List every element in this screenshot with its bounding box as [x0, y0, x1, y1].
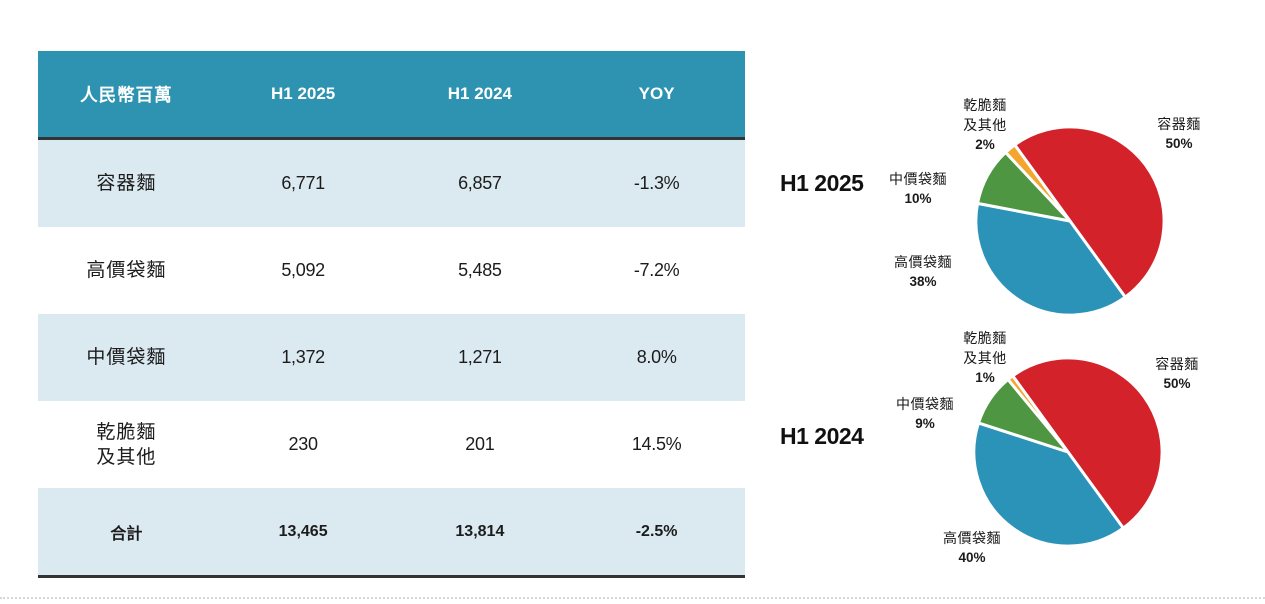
table-row-high-price-bag: 高價袋麵 5,092 5,485 -7.2%: [38, 227, 745, 314]
row-label: 高價袋麵: [86, 260, 167, 281]
pie-label-text: 高價袋麵: [894, 254, 952, 270]
pie-chart-h1-2025: [974, 125, 1166, 317]
header-cell-h1-2025: H1 2025: [270, 84, 336, 103]
header-cell-h1-2024: H1 2024: [447, 84, 513, 103]
pie-label-text: 乾脆麵: [963, 97, 1007, 113]
pie-label-pct: 50%: [1163, 376, 1191, 391]
pie-label-container-noodles-2024: 容器麵 50%: [1136, 354, 1218, 394]
cell-h1-2024: 6,857: [458, 173, 502, 193]
table-row-total: 合計 13,465 13,814 -2.5%: [38, 488, 745, 578]
total-h1-2025: 13,465: [278, 522, 328, 540]
pie-chart-h1-2024: [972, 356, 1164, 548]
pie-label-text: 中價袋麵: [889, 171, 947, 187]
cell-yoy: -1.3%: [633, 173, 680, 193]
cell-h1-2024: 201: [465, 434, 495, 454]
pie-slice: [974, 201, 1127, 317]
cell-h1-2025: 230: [288, 434, 318, 454]
pie-label-text: 高價袋麵: [943, 530, 1001, 546]
cell-h1-2024: 5,485: [458, 260, 502, 280]
header-cell-yoy: YOY: [638, 84, 675, 103]
pie-label-text: 乾脆麵: [963, 330, 1007, 346]
pie-slice: [1004, 143, 1072, 223]
total-yoy: -2.5%: [635, 522, 678, 540]
pie-slice: [1011, 356, 1164, 530]
pie-label-high-price-bag-2024: 高價袋麵 40%: [930, 528, 1014, 568]
bottom-dotted-divider: [0, 597, 1265, 599]
pie-label-pct: 38%: [909, 274, 937, 289]
pie-label-text: 中價袋麵: [896, 396, 954, 412]
total-label: 合計: [110, 525, 143, 543]
row-label: 容器麵: [96, 173, 157, 194]
cell-h1-2025: 1,372: [281, 347, 325, 367]
pie-label-container-noodles-2025: 容器麵 50%: [1138, 114, 1220, 154]
cell-h1-2025: 6,771: [281, 173, 325, 193]
pie-label-mid-price-bag-2025: 中價袋麵 10%: [876, 169, 960, 209]
pie-label-text: 容器麵: [1155, 356, 1199, 372]
pie-slice: [1006, 374, 1070, 454]
total-h1-2024: 13,814: [455, 522, 505, 540]
pie-label-pct: 2%: [975, 137, 995, 152]
chart-title-h1-2024: H1 2024: [780, 423, 864, 449]
pie-label-pct: 9%: [915, 416, 935, 431]
cell-yoy: 14.5%: [631, 434, 682, 454]
pie-label-text: 容器麵: [1157, 116, 1201, 132]
row-label-line2: 及其他: [96, 446, 157, 468]
pie-label-text: 及其他: [963, 117, 1007, 133]
pie-slice: [972, 421, 1125, 548]
sales-table: 人民幣百萬 H1 2025 H1 2024 YOY 容器麵 6,771 6,85…: [38, 51, 745, 578]
pie-label-pct: 10%: [904, 191, 932, 206]
table-row-mid-price-bag: 中價袋麵 1,372 1,271 8.0%: [38, 314, 745, 401]
pie-label-high-price-bag-2025: 高價袋麵 38%: [881, 252, 965, 292]
cell-yoy: 8.0%: [636, 347, 677, 367]
row-label: 中價袋麵: [86, 347, 167, 368]
table-row-container-noodles: 容器麵 6,771 6,857 -1.3%: [38, 140, 745, 227]
table-row-crispy-others: 乾脆麵 及其他 230 201 14.5%: [38, 401, 745, 488]
chart-title-h1-2025: H1 2025: [780, 170, 864, 196]
cell-h1-2024: 1,271: [458, 347, 502, 367]
row-label: 乾脆麵 及其他: [38, 420, 215, 470]
cell-h1-2025: 5,092: [281, 260, 325, 280]
pie-label-pct: 1%: [975, 370, 995, 385]
row-label-line1: 乾脆麵: [96, 421, 157, 443]
pie-label-mid-price-bag-2024: 中價袋麵 9%: [883, 394, 967, 434]
table-header-row: 人民幣百萬 H1 2025 H1 2024 YOY: [38, 51, 745, 140]
cell-yoy: -7.2%: [633, 260, 680, 280]
pie-label-pct: 40%: [958, 550, 986, 565]
pie-label-crispy-others-2025: 乾脆麵 及其他 2%: [946, 95, 1024, 155]
pie-label-text: 及其他: [963, 350, 1007, 366]
pie-slice: [1013, 125, 1166, 299]
pie-label-pct: 50%: [1165, 136, 1193, 151]
pie-label-crispy-others-2024: 乾脆麵 及其他 1%: [946, 328, 1024, 388]
header-cell-unit: 人民幣百萬: [80, 84, 173, 105]
